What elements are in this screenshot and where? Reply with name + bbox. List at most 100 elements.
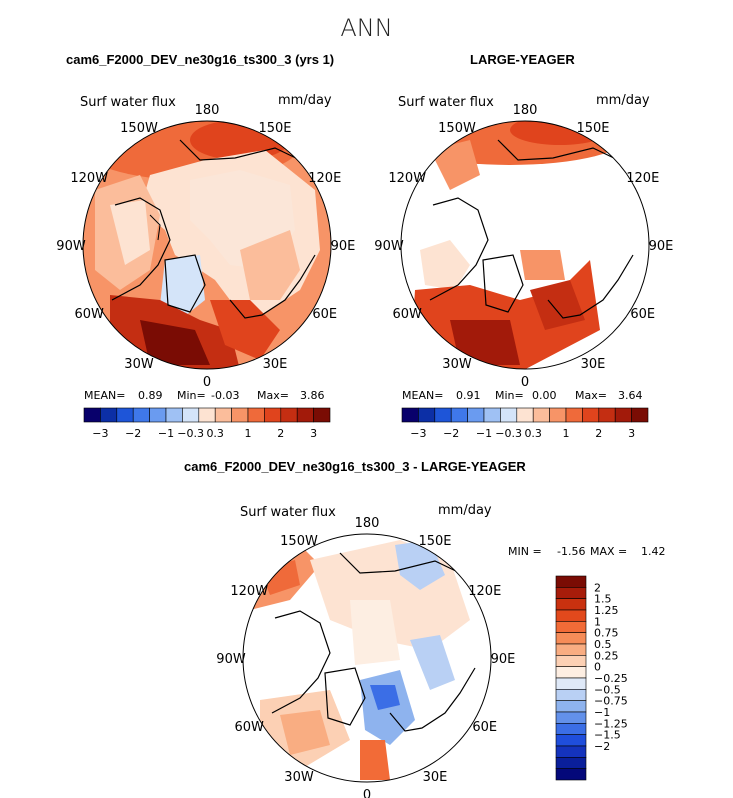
colorbar-3-tick-label: −0.25 bbox=[594, 672, 628, 685]
map-2-lon-label: 30E bbox=[581, 357, 606, 372]
map-1-lon-label: 30E bbox=[263, 357, 288, 372]
panel-3-map bbox=[242, 533, 492, 783]
colorbar-1-tick-label: −3 bbox=[92, 427, 108, 440]
colorbar-1-swatch bbox=[182, 407, 200, 423]
map-1-lon-label: 90W bbox=[56, 239, 86, 254]
colorbar-3-tick-label: −0.5 bbox=[594, 683, 621, 696]
map-3-lon-label: 0 bbox=[363, 788, 371, 798]
colorbar-3-swatch bbox=[555, 632, 587, 645]
colorbar-3-swatch bbox=[555, 768, 587, 781]
colorbar-2-swatch bbox=[549, 407, 567, 423]
colorbar-1-swatch bbox=[296, 407, 314, 423]
colorbar-2-tick-label: −1 bbox=[476, 427, 492, 440]
panel-1-mean-value: 0.89 bbox=[138, 389, 163, 402]
colorbar-1-tick-label: 1 bbox=[245, 427, 252, 440]
page-title: ANN bbox=[340, 14, 393, 42]
colorbar-1-swatch bbox=[83, 407, 101, 423]
colorbar-1-tick-label: 2 bbox=[277, 427, 284, 440]
panel-3-colorbar: 21.51.2510.750.50.250−0.25−0.5−0.75−1−1.… bbox=[555, 575, 628, 781]
colorbar-2-swatch bbox=[483, 407, 501, 423]
colorbar-3-swatch bbox=[555, 575, 587, 588]
panel-1-min-value: -0.03 bbox=[211, 389, 239, 402]
colorbar-3-tick-label: 1.25 bbox=[594, 604, 619, 617]
panel-1-mean-label: MEAN= bbox=[84, 389, 125, 402]
panel-1-min-label: Min= bbox=[177, 389, 206, 402]
panel-3-min-value: -1.56 bbox=[557, 545, 585, 558]
colorbar-2-swatch bbox=[516, 407, 534, 423]
colorbar-1-swatch bbox=[100, 407, 118, 423]
map-3-lon-label: 30E bbox=[423, 770, 448, 785]
map-2-lon-label: 30W bbox=[442, 357, 472, 372]
map-3-lon-label: 180 bbox=[355, 516, 380, 531]
map-2-lon-label: 60W bbox=[393, 307, 423, 322]
colorbar-3-tick-label: −1 bbox=[594, 706, 610, 719]
colorbar-2-swatch bbox=[582, 407, 600, 423]
colorbar-1-swatch bbox=[165, 407, 183, 423]
colorbar-3-swatch bbox=[555, 689, 587, 701]
colorbar-3-tick-label: 0.25 bbox=[594, 649, 619, 662]
colorbar-2-tick-label: −2 bbox=[443, 427, 459, 440]
panel-2-max-value: 3.64 bbox=[618, 389, 643, 402]
colorbar-3-swatch bbox=[555, 677, 587, 690]
colorbar-1-swatch bbox=[116, 407, 134, 423]
colorbar-1-swatch bbox=[313, 407, 331, 423]
colorbar-2-tick-label: −3 bbox=[410, 427, 426, 440]
colorbar-2-swatch bbox=[614, 407, 632, 423]
colorbar-1-tick-label: −1 bbox=[158, 427, 174, 440]
panel-1-map bbox=[82, 120, 332, 370]
map-2-lon-label: 180 bbox=[513, 103, 538, 118]
colorbar-3-tick-label: 0.75 bbox=[594, 627, 619, 640]
colorbar-3-tick-label: 1 bbox=[594, 615, 601, 628]
colorbar-1-tick-label: 3 bbox=[310, 427, 317, 440]
panel-1-max-value: 3.86 bbox=[300, 389, 325, 402]
map-1-lon-label: 0 bbox=[203, 375, 211, 390]
colorbar-2-swatch bbox=[450, 407, 468, 423]
colorbar-2-swatch bbox=[401, 407, 419, 423]
map-3-lon-label: 150E bbox=[418, 534, 451, 549]
colorbar-3-swatch bbox=[555, 621, 587, 633]
map-2-lon-label: 150E bbox=[576, 121, 609, 136]
panel-1-units: mm/day bbox=[278, 93, 332, 108]
map-1-lon-label: 60E bbox=[312, 307, 337, 322]
map-1-lon-label: 60W bbox=[75, 307, 105, 322]
colorbar-3-swatch bbox=[555, 711, 587, 724]
map-1-lon-label: 90E bbox=[331, 239, 356, 254]
colorbar-3-swatch bbox=[555, 745, 587, 758]
map-3-lon-label: 120W bbox=[230, 584, 268, 599]
colorbar-3-swatch bbox=[555, 587, 587, 599]
colorbar-2-swatch bbox=[565, 407, 583, 423]
panel-2-min-label: Min= bbox=[495, 389, 524, 402]
map-2-lon-label: 150W bbox=[438, 121, 476, 136]
colorbar-3-swatch bbox=[555, 666, 587, 679]
colorbar-3-swatch bbox=[555, 723, 587, 735]
colorbar-3-tick-label: 0.5 bbox=[594, 638, 612, 651]
panel-3-units: mm/day bbox=[438, 503, 492, 518]
colorbar-1-swatch bbox=[198, 407, 216, 423]
map-3-lon-label: 150W bbox=[280, 534, 318, 549]
colorbar-1-swatch bbox=[231, 407, 249, 423]
colorbar-3-swatch bbox=[555, 643, 587, 656]
map-3-lon-label: 30W bbox=[284, 770, 314, 785]
map-1-lon-label: 30W bbox=[124, 357, 154, 372]
colorbar-3-tick-label: 0 bbox=[594, 661, 601, 674]
panel-1-max-label: Max= bbox=[257, 389, 289, 402]
colorbar-1-swatch bbox=[149, 407, 167, 423]
colorbar-1-swatch bbox=[214, 407, 232, 423]
panel-1-title: cam6_F2000_DEV_ne30g16_ts300_3 (yrs 1) bbox=[66, 52, 335, 67]
panel-1-colorbar: −3 −2 −1 −0.3 0.3 1 2 3 bbox=[83, 407, 331, 440]
colorbar-3-tick-label: −0.75 bbox=[594, 695, 628, 708]
colorbar-3-tick-label: 1.5 bbox=[594, 593, 612, 606]
colorbar-3-tick-label: 2 bbox=[594, 581, 601, 594]
panel-2-title: LARGE-YEAGER bbox=[470, 52, 575, 67]
panel-1-variable: Surf water flux bbox=[80, 95, 176, 110]
colorbar-3-swatch bbox=[555, 598, 587, 611]
map-3-lon-label: 120E bbox=[468, 584, 501, 599]
panel-2-colorbar: −3 −2 −1 −0.3 0.3 1 2 3 bbox=[401, 407, 649, 440]
panel-2-variable: Surf water flux bbox=[398, 95, 494, 110]
colorbar-2-swatch bbox=[434, 407, 452, 423]
map-2-lon-label: 90W bbox=[374, 239, 404, 254]
panel-2-mean-label: MEAN= bbox=[402, 389, 443, 402]
colorbar-2-tick-label: 1 bbox=[563, 427, 570, 440]
colorbar-3-tick-label: −2 bbox=[594, 740, 610, 753]
map-3-lon-label: 60E bbox=[472, 720, 497, 735]
